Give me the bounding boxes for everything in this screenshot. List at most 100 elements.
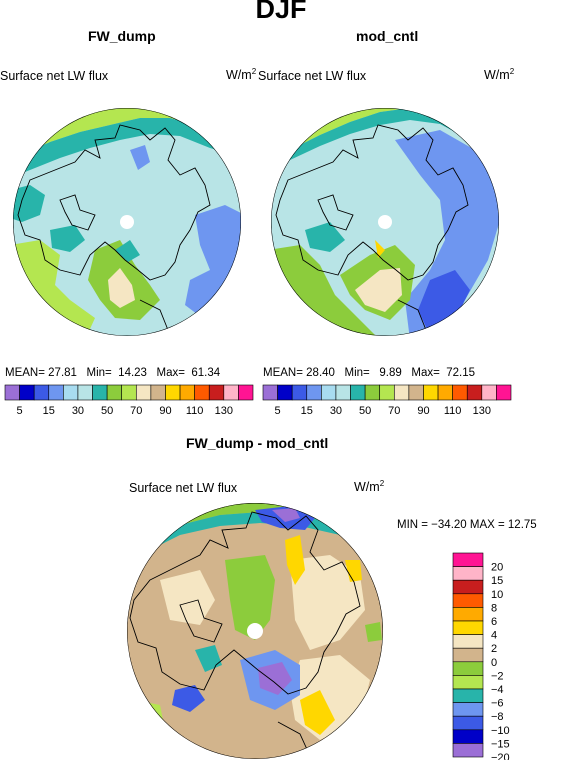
- panel3-colorbar-swatch: [452, 566, 484, 581]
- map-region-cream: [290, 555, 365, 650]
- panel1-unit-label: W/m2: [226, 67, 257, 83]
- panel1-colorbar-tick-label: 30: [72, 405, 84, 417]
- panel1-colorbar-swatch: [179, 384, 195, 401]
- panel3-colorbar-swatch: [452, 702, 484, 717]
- panel2-colorbar-swatch: [393, 384, 410, 401]
- panel2-colorbar-tick-label: 90: [417, 405, 429, 417]
- panel1-colorbar-swatch: [150, 384, 166, 401]
- panel3-stats: MIN = −34.20 MAX = 12.75: [397, 519, 537, 531]
- panel3-colorbar-swatch: [452, 729, 484, 744]
- panel1-colorbar-swatch: [223, 384, 239, 401]
- panel2-title: mod_cntl: [356, 28, 419, 44]
- panel2-colorbar-tick-label: 5: [275, 405, 281, 417]
- pole-hole: [247, 623, 263, 639]
- panel2-unit-label: W/m2: [484, 67, 515, 83]
- panel1-colorbar-swatch: [135, 384, 152, 401]
- panel2-colorbar-swatch: [335, 384, 351, 401]
- panel2-colorbar-swatch: [291, 384, 308, 401]
- panel2-colorbar: 5 15 30 50 70 90 110 130: [262, 384, 512, 417]
- panel3-colorbar-tick-label: 10: [491, 589, 503, 601]
- panel1-colorbar-swatch: [77, 384, 93, 401]
- panel3-colorbar-tick-label: 2: [491, 643, 497, 655]
- pole-hole: [120, 215, 134, 229]
- panel2-colorbar-swatch: [437, 384, 453, 401]
- panel1-colorbar: 5 15 30 50 70 90 110 130: [4, 384, 254, 417]
- panel2-colorbar-swatch: [408, 384, 424, 401]
- coastline: [179, 599, 223, 643]
- panel2-colorbar-tick-label: 130: [473, 405, 491, 417]
- panel3-colorbar-swatch: [452, 688, 484, 703]
- panel3-colorbar-tick-label: −2: [491, 670, 504, 682]
- panel3-colorbar-tick-label: −4: [491, 684, 504, 696]
- map-region-teal: [195, 645, 222, 672]
- panel1-colorbar-tick-label: 90: [159, 405, 171, 417]
- map-region-teal: [115, 240, 140, 262]
- map-region-yellow: [375, 240, 385, 258]
- panel3-colorbar-swatch: [452, 634, 484, 649]
- panel3-colorbar-swatch: [452, 647, 484, 663]
- map-region-yellow: [300, 690, 335, 735]
- map-region-mid: [130, 145, 150, 170]
- panel3-variable-label: Surface net LW flux: [129, 481, 238, 495]
- map-region-green: [225, 555, 275, 640]
- panel3-colorbar-tick-label: 6: [491, 616, 497, 628]
- panel1-colorbar-swatch: [4, 384, 20, 401]
- panel1-colorbar-swatch: [194, 384, 210, 401]
- panel1-colorbar-swatch: [33, 384, 50, 401]
- panel2-colorbar-swatch: [496, 384, 512, 401]
- panel2-stats: MEAN= 28.40 Min= 9.89 Max= 72.15: [263, 367, 475, 379]
- panel2-colorbar-tick-label: 110: [444, 405, 462, 417]
- panel3-colorbar-tick-label: 0: [491, 657, 497, 669]
- panel2-colorbar-swatch: [364, 384, 381, 401]
- coastline: [17, 124, 211, 281]
- map-region-teal: [305, 222, 345, 252]
- panel2-colorbar-swatch: [466, 384, 483, 401]
- panel3-colorbar-swatch: [452, 552, 484, 567]
- panel2-colorbar-swatch: [262, 384, 278, 401]
- panel3-colorbar-swatch: [452, 593, 484, 608]
- panel3-colorbar-tick-label: −6: [491, 698, 504, 710]
- map-region-lightgreen: [130, 700, 165, 740]
- map-region-teal: [127, 512, 383, 562]
- panel2-colorbar-tick-label: 50: [359, 405, 371, 417]
- panel2-colorbar-swatch: [306, 384, 322, 401]
- panel2-colorbar-swatch: [350, 384, 366, 401]
- panel2-colorbar-swatch: [452, 384, 468, 401]
- panel3-unit-label: W/m2: [354, 479, 385, 495]
- panel2-variable-label: Surface net LW flux: [258, 69, 367, 83]
- panel3-colorbar-swatch: [452, 607, 484, 622]
- panel1-colorbar-tick-label: 70: [130, 405, 142, 417]
- map-region-deep: [418, 270, 470, 335]
- panel1-colorbar-swatch: [238, 384, 254, 401]
- panel3-map: [127, 503, 383, 759]
- panel1-stats: MEAN= 27.81 Min= 14.23 Max= 61.34: [5, 367, 221, 379]
- panel3-colorbar-swatch: [452, 579, 484, 595]
- panel1-colorbar-swatch: [63, 384, 79, 401]
- panel2-colorbar-tick-label: 15: [301, 405, 313, 417]
- panel1-colorbar-tick-label: 15: [43, 405, 55, 417]
- panel3-colorbar-tick-label: 4: [491, 630, 497, 642]
- figure-title: DJF: [255, 0, 307, 24]
- pole-hole: [378, 215, 392, 229]
- panel2-colorbar-tick-label: 70: [388, 405, 400, 417]
- panel1-variable-label: Surface net LW flux: [0, 69, 109, 83]
- panel3-colorbar-swatch: [452, 661, 484, 676]
- panel1-colorbar-swatch: [165, 384, 181, 401]
- panel1-colorbar-swatch: [208, 384, 225, 401]
- panel2-colorbar-swatch: [277, 384, 293, 401]
- panel1-colorbar-swatch: [19, 384, 35, 401]
- panel1-colorbar-tick-label: 50: [101, 405, 113, 417]
- panel3-colorbar-tick-label: 8: [491, 602, 497, 614]
- coastline: [275, 124, 469, 281]
- panel3-colorbar-tick-label: −10: [491, 725, 510, 737]
- map-region-deep: [172, 685, 205, 712]
- panel2-colorbar-swatch: [423, 384, 439, 401]
- coastline: [129, 511, 361, 695]
- panel3-colorbar-swatch: [452, 675, 484, 690]
- panel3-colorbar-tick-label: 20: [491, 562, 503, 574]
- panel1-colorbar-tick-label: 110: [186, 405, 204, 417]
- panel1-colorbar-tick-label: 130: [215, 405, 233, 417]
- panel1-colorbar-swatch: [92, 384, 108, 401]
